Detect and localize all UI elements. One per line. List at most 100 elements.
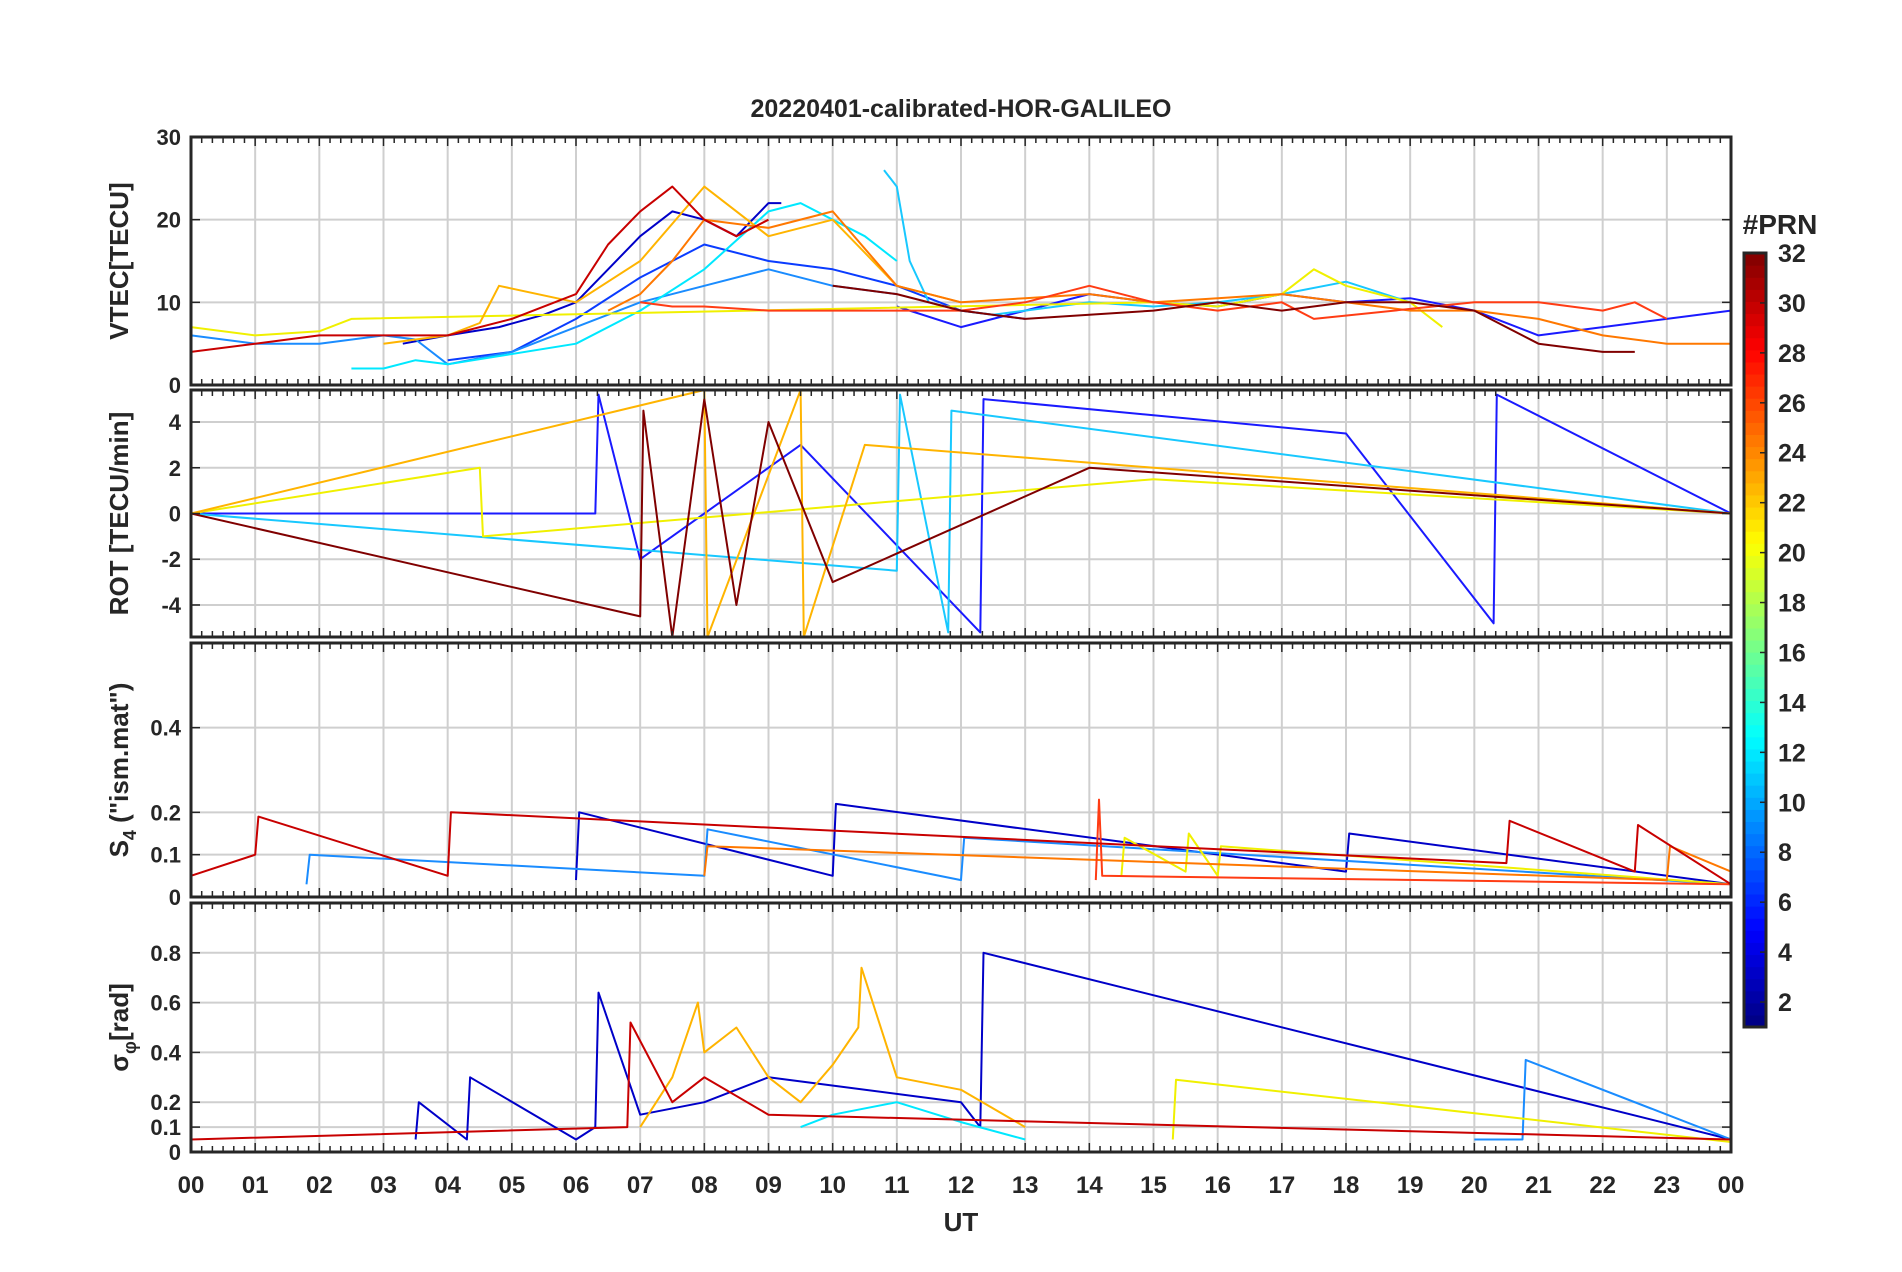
series-prn-2 — [402, 202, 782, 345]
x-tick-label: 13 — [1012, 1172, 1039, 1199]
colorbar-segment — [1744, 422, 1766, 436]
panel-vtec: 0 10 20 30 VTEC[TECU] — [104, 125, 1733, 398]
colorbar-segment — [1744, 736, 1766, 750]
colorbar-segment — [1744, 881, 1766, 895]
colorbar-segment — [1744, 664, 1766, 677]
panel-sigma_phi: 00.10.2 0.4 0.6 0.8 σφ[rad] — [104, 901, 1733, 1165]
colorbar-segment — [1744, 446, 1766, 460]
colorbar-segment — [1744, 434, 1766, 448]
x-tick-label: 08 — [691, 1172, 718, 1199]
series-prn-27 — [1094, 798, 1731, 886]
colorbar-segment — [1744, 893, 1766, 907]
colorbar-tick-label: 8 — [1778, 839, 1792, 867]
colorbar-segment — [1744, 373, 1766, 387]
colorbar-tick-label: 24 — [1778, 440, 1806, 468]
x-tick-label: 12 — [948, 1172, 975, 1199]
series-prn-25 — [703, 845, 1731, 882]
panel-rot: -4 -2 0 2 4 ROT [TECU/min] — [104, 388, 1733, 639]
series-prn-23 — [191, 390, 1731, 637]
panel-frame — [189, 135, 1733, 387]
colorbar-segment — [1744, 470, 1766, 484]
y-tick-label: 0 — [169, 502, 181, 527]
colorbar-segment — [1744, 386, 1766, 399]
series-prn-25 — [607, 210, 1731, 345]
colorbar-segment — [1744, 531, 1766, 544]
series-prn-13 — [800, 1101, 1026, 1141]
y-tick-label: 0.2 — [150, 1090, 181, 1115]
x-tick-label: 23 — [1653, 1172, 1680, 1199]
y-axis-label-main: σ — [104, 1054, 134, 1072]
x-tick-label: 20 — [1461, 1172, 1488, 1199]
colorbar-segment — [1744, 676, 1766, 689]
x-tick-label: 22 — [1589, 1172, 1616, 1199]
x-tick-label: 00 — [1718, 1172, 1745, 1199]
colorbar-tick-label: 10 — [1778, 789, 1806, 817]
series-prn-10 — [1474, 1058, 1731, 1141]
colorbar-segment — [1744, 337, 1766, 351]
y-tick-label: 0.4 — [150, 1040, 181, 1065]
y-tick-label: 20 — [157, 208, 181, 233]
colorbar-segment — [1744, 760, 1766, 774]
x-tick-label: 18 — [1333, 1172, 1360, 1199]
colorbar-tick-label: 6 — [1778, 889, 1792, 917]
colorbar-segment — [1744, 458, 1766, 472]
colorbar-segment — [1744, 567, 1766, 581]
y-axis-label-vtec: VTEC[TECU] — [104, 182, 134, 339]
colorbar-segment — [1744, 918, 1766, 931]
x-tick-label: 14 — [1076, 1172, 1103, 1199]
chart-title: 20220401-calibrated-HOR-GALILEO — [751, 95, 1172, 123]
colorbar-segment — [1744, 966, 1766, 980]
colorbar-segment — [1744, 361, 1766, 375]
colorbar-segment — [1744, 325, 1766, 339]
series-prn-32 — [832, 284, 1635, 353]
colorbar-segment — [1744, 289, 1766, 302]
colorbar-segment — [1744, 978, 1766, 992]
y-axis-label-rot: ROT [TECU/min] — [104, 412, 134, 616]
colorbar-tick-label: 26 — [1778, 390, 1806, 418]
x-tick-label: 11 — [884, 1172, 909, 1199]
colorbar-segment — [1744, 494, 1766, 508]
series-prn-32 — [191, 398, 1731, 637]
colorbar-segment — [1744, 954, 1766, 968]
y-tick-label: 0.4 — [150, 716, 181, 741]
colorbar-segment — [1744, 1002, 1766, 1016]
x-tick-label: 17 — [1268, 1172, 1295, 1199]
colorbar-tick-label: 20 — [1778, 540, 1806, 568]
colorbar-segment — [1744, 1014, 1766, 1028]
colorbar-tick-label: 2 — [1778, 989, 1792, 1017]
colorbar-segment — [1744, 930, 1766, 943]
y-axis-label-rest: [rad] — [104, 983, 134, 1041]
y-axis-label-sigma_phi: σφ[rad] — [104, 983, 140, 1071]
y-axis-label-sub: φ — [120, 1041, 140, 1054]
colorbar-tick-label: 12 — [1778, 739, 1806, 767]
y-axis-label-sub: 4 — [120, 830, 140, 840]
series-prn-21 — [1171, 1078, 1731, 1143]
colorbar-tick-label: 32 — [1778, 240, 1806, 268]
series-prn-31 — [191, 811, 1731, 886]
colorbar-tick-label: 28 — [1778, 340, 1806, 368]
colorbar-segment — [1744, 277, 1766, 290]
x-tick-label: 09 — [755, 1172, 782, 1199]
colorbar-tick-label: 22 — [1778, 490, 1806, 518]
y-axis-label-rest: ("ism.mat") — [104, 683, 134, 830]
colorbar-segment — [1744, 591, 1766, 605]
colorbar-segment — [1744, 773, 1766, 786]
x-tick-label: 05 — [498, 1172, 525, 1199]
series-prn-21 — [191, 268, 1443, 337]
x-axis-label: UT — [944, 1207, 979, 1237]
colorbar-segment — [1744, 857, 1766, 871]
y-tick-label: 0.8 — [150, 941, 181, 966]
colorbar-segment — [1744, 301, 1766, 315]
series-prn-13 — [351, 202, 898, 370]
x-axis-tick-labels: 00 01 02 03 04 05 06 07 08 09 10 11 12 13 14 15 16 17 18 19… — [178, 1172, 1745, 1199]
panel-frame — [189, 901, 1733, 1154]
colorbar-segment — [1744, 640, 1766, 653]
colorbar-segment — [1744, 555, 1766, 569]
x-tick-label: 10 — [819, 1172, 846, 1199]
y-tick-label: -4 — [161, 593, 181, 618]
x-tick-label: 03 — [370, 1172, 397, 1199]
colorbar-segment — [1744, 603, 1766, 617]
colorbar-segment — [1744, 785, 1766, 798]
y-tick-label: 10 — [157, 290, 181, 315]
